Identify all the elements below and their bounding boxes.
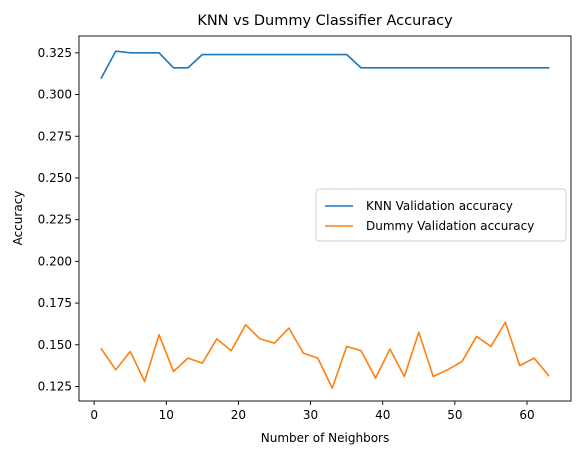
y-tick-label: 0.225 <box>38 213 72 227</box>
legend-box <box>315 188 567 242</box>
x-tick-label: 50 <box>447 408 462 422</box>
x-tick-label: 20 <box>231 408 246 422</box>
legend-label: Dummy Validation accuracy <box>366 219 534 233</box>
y-axis-ticks: 0.125 0.150 0.175 0.200 0.225 0.250 0.275 0.300… <box>38 46 79 393</box>
y-tick-label: 0.125 <box>38 379 72 393</box>
series-layer <box>100 50 550 389</box>
plot-frame <box>78 35 572 402</box>
x-tick-label: 40 <box>375 408 390 422</box>
legend-label: KNN Validation accuracy <box>366 199 513 213</box>
y-tick-label: 0.200 <box>38 254 72 268</box>
x-axis-ticks: 0 10 20 30 40 50 60 <box>90 401 535 422</box>
y-tick-label: 0.325 <box>38 46 72 60</box>
x-tick-label: 60 <box>519 408 534 422</box>
y-tick-label: 0.300 <box>38 88 72 102</box>
y-tick-label: 0.150 <box>38 338 72 352</box>
y-tick-label: 0.175 <box>38 296 72 310</box>
y-tick-label: 0.250 <box>38 171 72 185</box>
series-line-dummy <box>100 321 550 389</box>
series-line-knn <box>100 50 550 79</box>
chart-title: KNN vs Dummy Classifier Accuracy <box>197 13 453 29</box>
x-axis-label: Number of Neighbors <box>261 431 389 445</box>
legend: KNN Validation accuracy Dummy Validation … <box>315 188 567 242</box>
x-tick-label: 30 <box>303 408 318 422</box>
y-axis-label: Accuracy <box>11 191 25 246</box>
y-tick-label: 0.275 <box>38 129 72 143</box>
x-tick-label: 0 <box>90 408 98 422</box>
x-tick-label: 10 <box>159 408 174 422</box>
